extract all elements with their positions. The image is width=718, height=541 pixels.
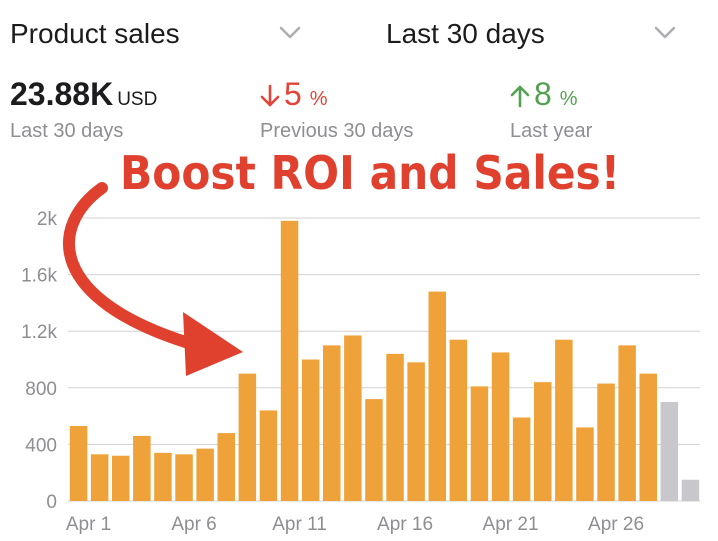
bar-apr-16[interactable]	[386, 353, 404, 501]
annotation-arrow	[63, 182, 243, 376]
y-tick-label: 400	[25, 435, 57, 456]
x-tick-label: Apr 16	[377, 514, 433, 535]
bar-apr-25[interactable]	[576, 427, 594, 501]
kpi-previous-period: 5 % Previous 30 days	[260, 76, 413, 143]
year-delta-value: 8	[534, 76, 552, 112]
bar-apr-22[interactable]	[512, 417, 531, 501]
total-sales-unit: USD	[117, 89, 158, 110]
bar-apr-4[interactable]	[133, 435, 151, 501]
x-tick-label: Apr 21	[483, 514, 539, 535]
bar-apr-7[interactable]	[196, 448, 214, 501]
year-delta-unit: %	[559, 88, 578, 110]
bar-apr-21[interactable]	[491, 352, 510, 501]
kpi-total-sales: 23.88K USD Last 30 days	[10, 76, 157, 143]
previous-delta-caption: Previous 30 days	[260, 120, 414, 142]
bar-apr-10[interactable]	[259, 410, 278, 501]
bar-apr-27[interactable]	[618, 345, 636, 501]
x-tick-label: Apr 11	[272, 514, 327, 535]
metric-dropdown-label: Product sales	[10, 18, 180, 49]
y-tick-label: 2k	[37, 209, 58, 230]
x-tick-label: Apr 1	[66, 514, 111, 535]
bar-apr-29[interactable]	[660, 401, 679, 501]
bar-apr-11[interactable]	[280, 220, 299, 501]
y-tick-label: 1.6k	[21, 266, 57, 287]
bar-apr-24[interactable]	[555, 339, 573, 501]
bar-apr-12[interactable]	[301, 359, 320, 502]
bar-apr-28[interactable]	[639, 373, 658, 501]
bar-apr-3[interactable]	[112, 455, 130, 501]
bar-apr-5[interactable]	[154, 452, 172, 501]
arrow-down-icon	[260, 84, 280, 107]
bar-apr-13[interactable]	[323, 345, 341, 501]
bar-apr-1[interactable]	[69, 426, 88, 501]
x-tick-label: Apr 26	[588, 514, 644, 535]
previous-delta-value: 5	[284, 76, 302, 112]
kpi-last-year: 8 % Last year	[510, 76, 592, 143]
date-range-dropdown[interactable]: Last 30 days	[386, 14, 545, 54]
bar-apr-8[interactable]	[217, 433, 236, 501]
bar-apr-26[interactable]	[597, 383, 615, 501]
previous-delta-unit: %	[309, 88, 328, 110]
y-tick-label: 1.2k	[21, 322, 57, 343]
bar-apr-18[interactable]	[428, 291, 447, 501]
date-range-dropdown-label: Last 30 days	[386, 18, 545, 49]
bar-apr-6[interactable]	[175, 454, 193, 501]
chevron-down-icon[interactable]	[654, 26, 676, 40]
bar-apr-2[interactable]	[90, 454, 109, 501]
metric-dropdown[interactable]: Product sales	[10, 14, 180, 54]
x-tick-label: Apr 6	[171, 514, 216, 535]
y-tick-label: 800	[25, 379, 57, 400]
bar-apr-20[interactable]	[470, 386, 489, 501]
year-delta-caption: Last year	[510, 120, 593, 142]
bar-apr-17[interactable]	[407, 362, 425, 501]
total-sales-caption: Last 30 days	[10, 120, 124, 142]
bar-apr-19[interactable]	[449, 339, 468, 501]
y-tick-label: 0	[46, 492, 57, 513]
bar-apr-14[interactable]	[344, 335, 362, 501]
bar-apr-15[interactable]	[365, 399, 383, 501]
chevron-down-icon[interactable]	[279, 26, 301, 40]
total-sales-value: 23.88K	[10, 76, 114, 112]
arrow-up-icon	[510, 85, 530, 108]
bar-apr-9[interactable]	[238, 373, 257, 501]
bar-apr-30[interactable]	[681, 479, 700, 501]
bar-apr-23[interactable]	[534, 382, 552, 501]
annotation-headline: Boost ROI and Sales!	[120, 146, 621, 200]
